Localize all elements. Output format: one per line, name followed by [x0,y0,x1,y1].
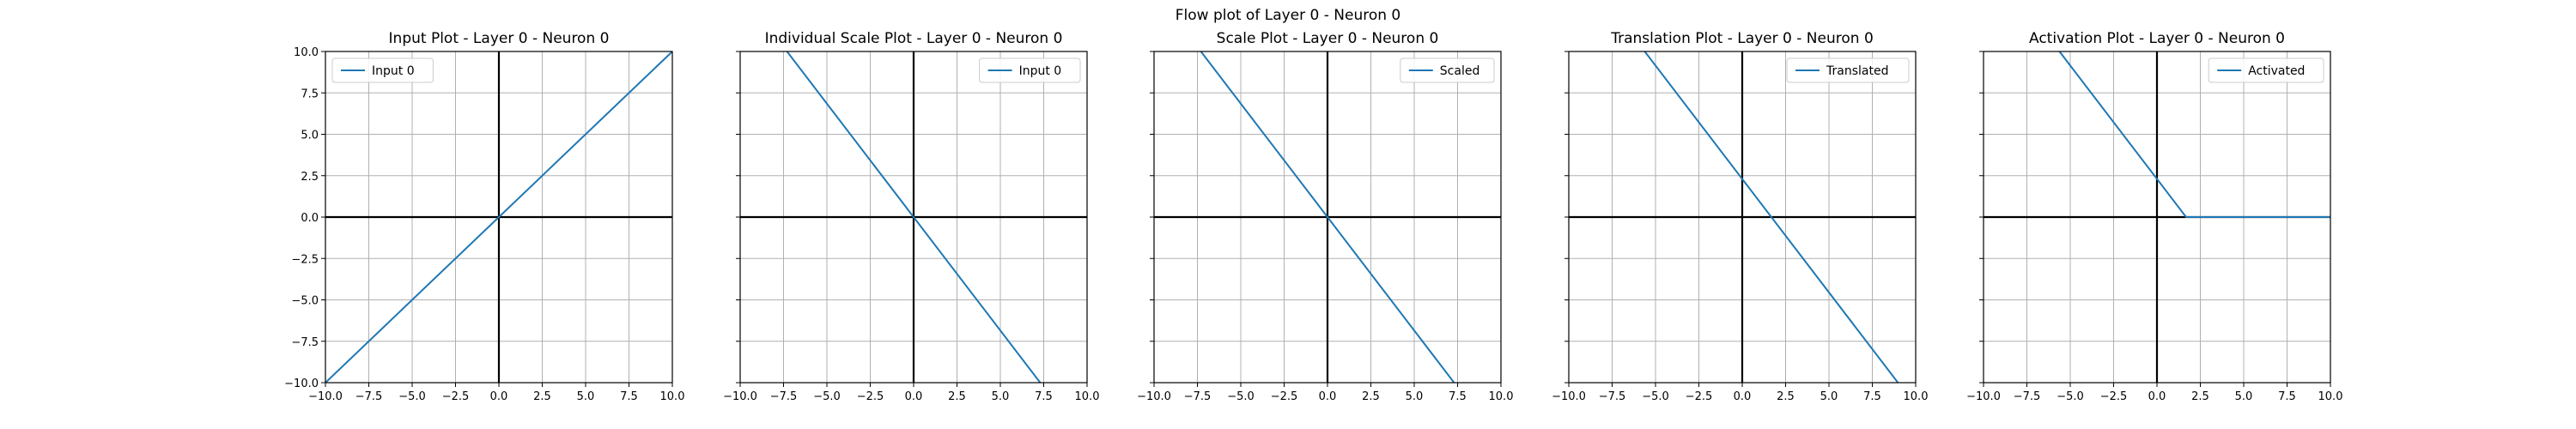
y-tick-label: −5.0 [291,295,319,308]
series-line [2058,51,2330,218]
legend-box [331,57,434,83]
legend-label: Scaled [1440,64,1480,78]
legend: Input 0 [331,57,434,83]
x-tick-label: 2.5 [533,390,551,403]
x-tick-label: −2.5 [1686,390,1713,403]
x-tick-label: −5.0 [1227,390,1255,403]
x-tick-label: −5.0 [2057,390,2084,403]
legend: Activated [2208,57,2324,83]
series-line [325,51,672,383]
x-tick-label: 7.5 [1863,390,1881,403]
x-tick-label: −10.0 [1137,390,1171,403]
x-tick-label: −5.0 [1642,390,1669,403]
plot-frame [1153,51,1502,384]
x-tick-label: 7.5 [620,390,638,403]
x-tick-label: 2.5 [1777,390,1795,403]
x-tick-label: −5.0 [813,390,841,403]
x-tick-label: −10.0 [1966,390,2001,403]
x-tick-label: 5.0 [1820,390,1838,403]
series-line [786,51,1042,383]
x-tick-label: 2.5 [1362,390,1380,403]
x-tick-label: −7.5 [1599,390,1626,403]
plot-frame [739,51,1088,384]
series-line [1643,51,1899,383]
x-tick-label: −2.5 [442,390,470,403]
x-tick-label: −7.5 [770,390,798,403]
x-tick-label: 5.0 [577,390,595,403]
x-tick-label: 5.0 [992,390,1010,403]
x-tick-label: −10.0 [308,390,343,403]
y-tick-label: −10.0 [284,378,319,390]
x-tick-label: −10.0 [723,390,757,403]
y-tick-label: 7.5 [301,88,319,100]
legend-box [1786,57,1910,83]
legend: Input 0 [979,57,1081,83]
y-tick-label: −7.5 [291,336,319,349]
x-tick-label: 10.0 [1489,390,1514,403]
subplot-title: Scale Plot - Layer 0 - Neuron 0 [1217,30,1439,47]
x-tick-label: 10.0 [1904,390,1929,403]
x-tick-label: 0.0 [1319,390,1337,403]
legend-box [2208,57,2324,83]
x-tick-label: 10.0 [660,390,685,403]
x-tick-label: −7.5 [1184,390,1212,403]
x-tick-label: −2.5 [857,390,884,403]
panels: −10.0 −7.5 −5.0 −2.5 0.0 2.5 5.0 7.5 10.0 −10.0 −7… [284,30,2343,403]
x-tick-label: 10.0 [2318,390,2343,403]
subplot-1: −10.0 −7.5 −5.0 −2.5 0.0 2.5 5.0 7.5 10.0 −10.0 −7… [284,30,684,403]
y-tick-label: −2.5 [291,253,319,266]
subplot-2: −10.0 −7.5 −5.0 −2.5 0.0 2.5 5.0 7.5 10.0 Individ… [723,30,1100,403]
x-tick-label: −10.0 [1552,390,1586,403]
x-tick-label: 5.0 [2235,390,2253,403]
x-tick-label: 10.0 [1075,390,1100,403]
x-tick-label: 5.0 [1406,390,1424,403]
subplot-title: Translation Plot - Layer 0 - Neuron 0 [1610,30,1874,47]
legend-label: Translated [1826,64,1888,78]
subplot-title: Individual Scale Plot - Layer 0 - Neuron… [765,30,1063,47]
legend-box [979,57,1081,83]
x-tick-label: 0.0 [905,390,923,403]
legend-label: Input 0 [1019,64,1062,78]
x-tick-label: 7.5 [1035,390,1053,403]
x-tick-label: 0.0 [1734,390,1752,403]
x-tick-label: −5.0 [398,390,426,403]
y-tick-label: 5.0 [301,130,319,142]
plot-frame [1983,51,2331,384]
subplot-title: Activation Plot - Layer 0 - Neuron 0 [2029,30,2285,47]
series-line [1200,51,1455,383]
x-tick-label: −2.5 [1271,390,1298,403]
y-tick-label: 0.0 [301,212,319,225]
subplot-title: Input Plot - Layer 0 - Neuron 0 [389,30,610,47]
legend: Translated [1786,57,1910,83]
legend-label: Activated [2248,64,2305,78]
subplot-3: −10.0 −7.5 −5.0 −2.5 0.0 2.5 5.0 7.5 10.0 Scale P… [1137,30,1514,403]
x-tick-label: 7.5 [2278,390,2296,403]
y-tick-label: 2.5 [301,171,319,184]
x-tick-label: −7.5 [355,390,383,403]
plot-frame [325,51,673,384]
subplot-4: −10.0 −7.5 −5.0 −2.5 0.0 2.5 5.0 7.5 10.0 Transla… [1552,30,1929,403]
y-tick-label: 10.0 [294,46,319,59]
x-tick-label: 2.5 [948,390,966,403]
figure-suptitle: Flow plot of Layer 0 - Neuron 0 [1176,7,1401,24]
x-tick-label: −2.5 [2100,390,2128,403]
plot-frame [1568,51,1917,384]
x-tick-label: 0.0 [2148,390,2166,403]
x-tick-label: 7.5 [1449,390,1467,403]
x-tick-label: 2.5 [2191,390,2209,403]
subplot-5: −10.0 −7.5 −5.0 −2.5 0.0 2.5 5.0 7.5 10.0 Activat… [1966,30,2343,403]
x-tick-label: −7.5 [2014,390,2041,403]
x-tick-label: 0.0 [490,390,508,403]
legend-label: Input 0 [372,64,415,78]
legend-box [1400,57,1495,83]
legend: Scaled [1400,57,1495,83]
